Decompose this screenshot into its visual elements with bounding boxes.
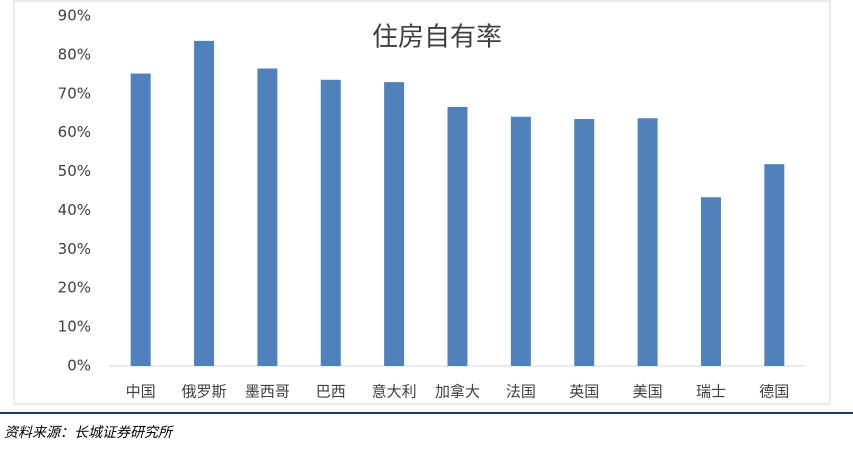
bar	[130, 73, 151, 367]
bar	[447, 107, 468, 366]
x-tick-label: 法国	[506, 383, 536, 401]
bar	[637, 118, 658, 367]
x-tick-label: 英国	[569, 383, 599, 401]
x-tick-label: 中国	[126, 383, 156, 401]
y-tick-label: 20%	[58, 279, 91, 297]
y-tick-label: 10%	[58, 318, 91, 336]
y-tick-label: 30%	[58, 240, 91, 258]
y-tick-label: 50%	[58, 162, 91, 180]
y-tick-label: 40%	[58, 201, 91, 219]
bar	[574, 119, 595, 366]
bar	[510, 116, 531, 366]
bar	[194, 40, 215, 367]
x-tick-label: 加拿大	[435, 383, 480, 401]
x-tick-label: 墨西哥	[245, 383, 290, 401]
x-tick-label: 美国	[633, 383, 663, 401]
x-tick-label: 瑞士	[696, 383, 726, 401]
bar	[764, 164, 785, 366]
bar	[384, 82, 405, 366]
x-tick-label: 俄罗斯	[182, 383, 227, 401]
y-tick-label: 70%	[58, 84, 91, 102]
chart-border	[13, 0, 831, 405]
bar	[320, 79, 341, 367]
x-tick-label: 巴西	[316, 383, 346, 401]
x-tick-label: 意大利	[372, 383, 417, 401]
source-note: 资料来源：长城证券研究所	[4, 425, 174, 441]
y-tick-label: 0%	[67, 357, 91, 375]
chart-title: 住房自有率	[372, 23, 502, 53]
x-tick-label: 德国	[759, 383, 789, 401]
y-tick-label: 80%	[58, 45, 91, 63]
bar	[700, 197, 721, 366]
y-tick-label: 60%	[58, 123, 91, 141]
bar	[257, 68, 278, 366]
y-tick-label: 90%	[58, 7, 91, 25]
